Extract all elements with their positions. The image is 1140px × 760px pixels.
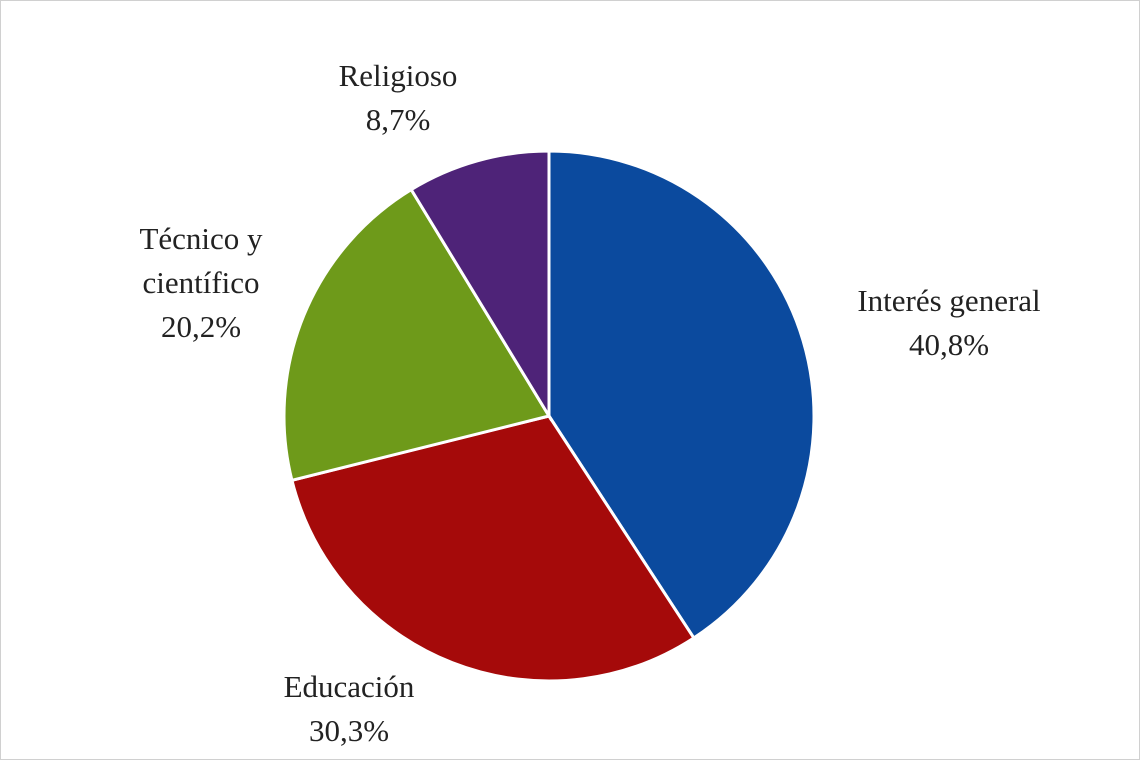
slice-label: Interés general 40,8% xyxy=(789,279,1109,367)
pie-slice xyxy=(409,149,551,422)
slice-label: Religioso 8,7% xyxy=(298,54,498,142)
value-label: 8,7% xyxy=(365,102,431,137)
slice-label: Técnico y científico 20,2% xyxy=(116,217,286,349)
category-label: Técnico y científico xyxy=(139,221,263,300)
pie-slice xyxy=(282,187,552,483)
pie-slice xyxy=(290,414,696,683)
slice-label: Educación 30,3% xyxy=(219,665,479,753)
value-label: 30,3% xyxy=(308,713,390,748)
value-label: 40,8% xyxy=(908,327,990,362)
category-label: Educación xyxy=(283,669,415,704)
category-label: Interés general xyxy=(857,283,1041,318)
category-label: Religioso xyxy=(338,58,458,93)
value-label: 20,2% xyxy=(160,309,242,344)
